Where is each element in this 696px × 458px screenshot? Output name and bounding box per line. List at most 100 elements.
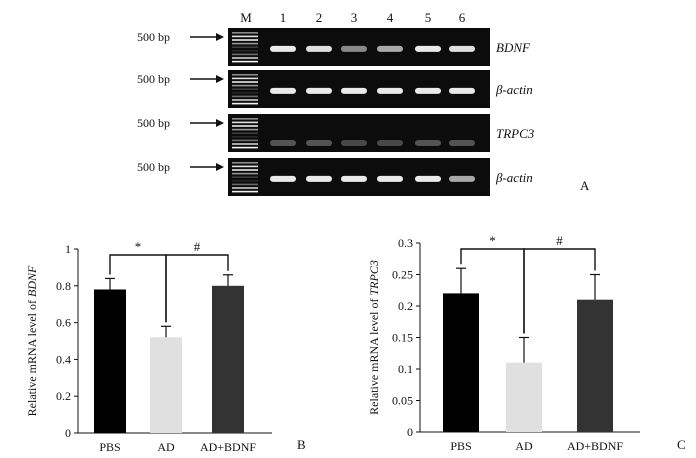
y-tick-label: 0.15 bbox=[392, 331, 413, 345]
marker-ladder-band bbox=[232, 187, 258, 189]
lane-label: 4 bbox=[387, 10, 394, 25]
marker-ladder-band bbox=[232, 169, 258, 171]
marker-ladder-band bbox=[232, 162, 258, 164]
y-tick-label: 0.2 bbox=[56, 389, 71, 403]
gene-label: β-actin bbox=[495, 82, 533, 97]
gene-label: TRPC3 bbox=[496, 126, 535, 141]
marker-ladder-band bbox=[232, 176, 258, 178]
gene-label: β-actin bbox=[495, 170, 533, 185]
marker-ladder-band bbox=[232, 35, 258, 38]
marker-ladder-band bbox=[232, 95, 258, 98]
marker-ladder-band bbox=[232, 60, 258, 63]
marker-ladder-band bbox=[232, 146, 258, 149]
significance-marker: * bbox=[489, 233, 496, 248]
marker-ladder-band bbox=[232, 32, 258, 34]
trpc3-bar-chart: 0 0.05 0.1 0.15 0.2 0.25 0.3 Relative mRNA leve… bbox=[367, 233, 686, 453]
y-axis-label-prefix: Relative mRNA level of bbox=[25, 297, 39, 416]
sample-band bbox=[377, 87, 403, 94]
gel-electrophoresis-panel: M 1 2 3 4 5 6 BDNF 500 bp β-actin 500 bp TRPC3 500 b… bbox=[137, 10, 590, 196]
sample-band bbox=[306, 87, 332, 94]
marker-size-label: 500 bp bbox=[137, 160, 170, 174]
sample-band bbox=[341, 87, 367, 94]
marker-size-label: 500 bp bbox=[137, 116, 170, 130]
lane-label: 2 bbox=[316, 10, 323, 25]
lane-label: M bbox=[240, 10, 252, 25]
sample-band bbox=[449, 140, 475, 146]
marker-ladder-band bbox=[232, 139, 258, 142]
sample-band bbox=[377, 140, 403, 146]
marker-arrow-head bbox=[216, 33, 224, 41]
y-tick-label: 0 bbox=[407, 425, 413, 439]
sample-band bbox=[415, 45, 441, 52]
marker-ladder-band bbox=[232, 172, 258, 175]
sample-band bbox=[306, 175, 332, 182]
lane-label: 3 bbox=[351, 10, 358, 25]
marker-ladder-band bbox=[232, 143, 258, 145]
y-tick-label: 0.25 bbox=[392, 268, 413, 282]
significance-marker: # bbox=[194, 239, 201, 254]
sample-band bbox=[270, 140, 296, 146]
y-tick-label: 0.4 bbox=[56, 352, 71, 366]
marker-ladder-band bbox=[232, 128, 258, 131]
marker-ladder-band bbox=[232, 118, 258, 120]
sample-band bbox=[449, 45, 475, 52]
gel-row-image bbox=[228, 114, 490, 152]
sample-band bbox=[270, 87, 296, 94]
marker-ladder-band bbox=[232, 99, 258, 101]
sample-band bbox=[377, 175, 403, 182]
marker-ladder-band bbox=[232, 121, 258, 124]
sample-band bbox=[449, 175, 475, 182]
bdnf-bar-chart: 0 0.2 0.4 0.6 0.8 1 Relative mRNA level of BDN… bbox=[25, 239, 306, 454]
marker-arrow-head bbox=[216, 119, 224, 127]
sample-band bbox=[415, 87, 441, 94]
sample-band bbox=[377, 45, 403, 52]
y-tick-label: 0.2 bbox=[398, 299, 413, 313]
sample-band bbox=[306, 45, 332, 52]
sample-band bbox=[341, 175, 367, 182]
marker-ladder-band bbox=[232, 132, 258, 134]
panel-letter: B bbox=[297, 437, 306, 452]
marker-ladder-band bbox=[232, 42, 258, 45]
marker-ladder-band bbox=[232, 92, 258, 94]
y-tick-label: 0 bbox=[65, 426, 71, 440]
x-tick-label: AD+BDNF bbox=[567, 439, 623, 453]
bar-ad bbox=[150, 337, 182, 433]
marker-size-label: 500 bp bbox=[137, 72, 170, 86]
marker-arrow-head bbox=[216, 75, 224, 83]
marker-ladder-band bbox=[232, 39, 258, 41]
lane-label: 5 bbox=[425, 10, 432, 25]
x-tick-label: AD+BDNF bbox=[200, 440, 256, 454]
marker-ladder-band bbox=[232, 50, 258, 52]
x-tick-label: AD bbox=[515, 439, 533, 453]
y-tick-label: 0.3 bbox=[398, 236, 413, 250]
bar-pbs bbox=[443, 293, 479, 432]
marker-ladder-band bbox=[232, 53, 258, 56]
y-axis-label-gene: BDNF bbox=[25, 265, 39, 297]
significance-bracket bbox=[523, 248, 596, 334]
marker-ladder-band bbox=[232, 88, 258, 90]
lane-label: 1 bbox=[280, 10, 287, 25]
marker-ladder-band bbox=[232, 165, 258, 168]
lane-label: 6 bbox=[459, 10, 466, 25]
bar-ad-bdnf bbox=[212, 285, 244, 433]
y-axis-label: Relative mRNA level of BDNF bbox=[25, 265, 39, 416]
y-axis-label-prefix: Relative mRNA level of bbox=[367, 296, 381, 415]
sample-band bbox=[341, 45, 367, 52]
y-axis-label-gene: TRPC3 bbox=[367, 260, 381, 295]
y-tick-label: 0.6 bbox=[56, 316, 71, 330]
bar-ad bbox=[506, 362, 542, 432]
x-tick-label: PBS bbox=[450, 439, 471, 453]
panel-letter: C bbox=[677, 437, 686, 452]
marker-ladder-band bbox=[232, 57, 258, 59]
marker-ladder-band bbox=[232, 77, 258, 80]
y-axis-label: Relative mRNA level of TRPC3 bbox=[367, 260, 381, 415]
gene-label: BDNF bbox=[496, 40, 531, 55]
sample-band bbox=[449, 87, 475, 94]
marker-ladder-band bbox=[232, 190, 258, 193]
marker-ladder-band bbox=[232, 84, 258, 87]
y-tick-label: 0.05 bbox=[392, 394, 413, 408]
bar-pbs bbox=[94, 289, 126, 433]
y-tick-label: 1 bbox=[65, 242, 71, 256]
panel-letter-a: A bbox=[580, 178, 590, 193]
